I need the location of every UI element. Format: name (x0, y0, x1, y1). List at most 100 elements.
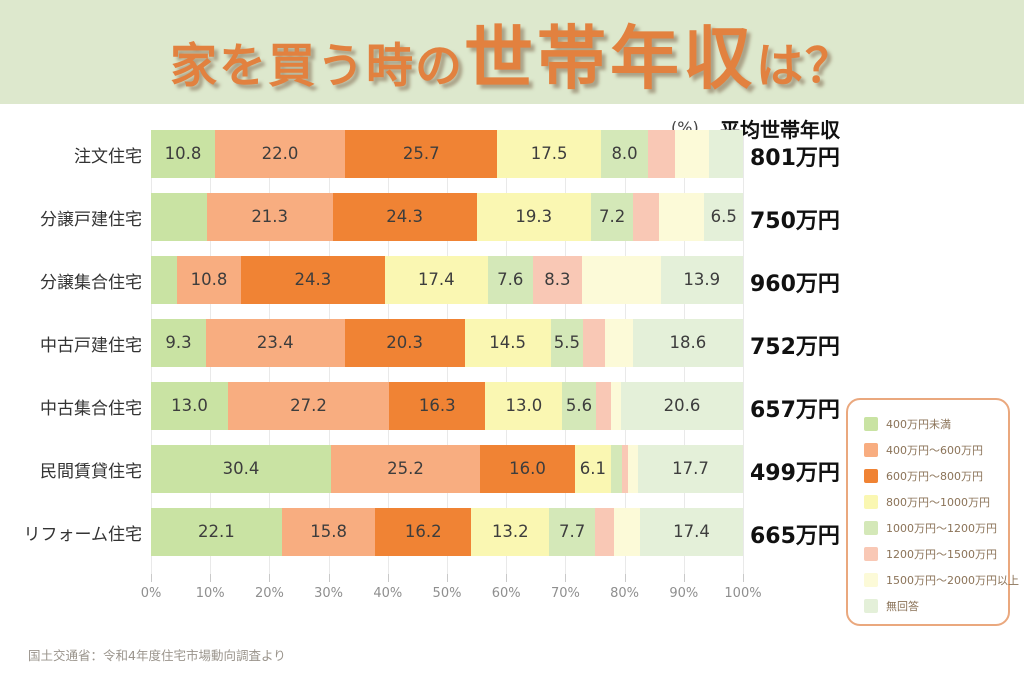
bar-segment (627, 445, 639, 493)
segment-value-label: 24.3 (386, 207, 424, 226)
bar-segment (595, 382, 611, 430)
bar-segment (581, 256, 661, 304)
axis-tick (683, 574, 685, 582)
legend-item: 800万円～1000万円 (864, 494, 998, 510)
legend-swatch (864, 547, 878, 561)
category-label: 注文住宅 (74, 147, 142, 167)
axis-tick (447, 574, 448, 582)
bar-segment (151, 193, 207, 241)
stacked-bar: 13.0 27.2 16.3 13.0 5.6 20.6 (151, 382, 743, 430)
bar-segment: 8.3 (532, 256, 582, 304)
segment-value-label: 17.7 (672, 459, 709, 478)
legend-label: 800万円～1000万円 (886, 496, 990, 509)
page-title-keyword: 世帯年収 (464, 19, 756, 99)
segment-value-label: 30.4 (222, 459, 260, 478)
axis-tick-label: 80% (610, 586, 640, 601)
axis-tick (210, 574, 212, 582)
axis-tick (743, 574, 744, 582)
avg-income-value: 752万円 (750, 335, 840, 360)
bar-segment (709, 130, 743, 178)
bar-segment: 22.1 (151, 508, 282, 556)
bar-segment: 5.6 (562, 382, 596, 430)
segment-value-label: 9.3 (165, 333, 192, 352)
category-label: 民間賃貸住宅 (40, 462, 142, 482)
segment-value-label: 27.2 (290, 396, 327, 415)
legend-label: 無回答 (886, 600, 919, 613)
segment-value-label: 15.8 (310, 522, 347, 541)
bar-segment: 24.3 (332, 193, 477, 241)
segment-value-label: 13.0 (505, 396, 543, 415)
segment-value-label: 13.2 (491, 522, 529, 541)
bar-segment (583, 319, 605, 367)
page-title: 家を買う時の世帯年収は？ (170, 2, 854, 102)
legend-label: 600万円～800万円 (886, 470, 983, 483)
bar-segment (610, 445, 623, 493)
bar-segment: 7.2 (590, 193, 634, 241)
axis-tick-label: 20% (254, 586, 284, 601)
bar-segment: 18.6 (632, 319, 743, 367)
segment-value-label: 5.5 (553, 333, 580, 352)
legend-swatch (864, 417, 878, 431)
legend-label: 400万円未満 (886, 418, 951, 431)
segment-value-label: 23.4 (256, 333, 294, 352)
page-title-lead: 家を買う時の (170, 39, 464, 94)
bar-segment: 24.3 (240, 256, 385, 304)
legend-item: 1000万円～1200万円 (864, 520, 998, 536)
segment-value-label: 14.5 (489, 333, 527, 352)
avg-income-value: 750万円 (750, 209, 840, 234)
axis-tick-label: 0% (140, 586, 162, 601)
legend-swatch (864, 443, 878, 457)
chart-area: (%) 平均世帯年収 注文住宅 10.8 22.0 25.7 17.5 8.0 801万円分… (0, 104, 1024, 683)
bar-segment: 25.7 (345, 130, 498, 178)
legend-item: 1200万円～1500万円 (864, 546, 998, 562)
segment-value-label: 24.3 (294, 270, 332, 289)
bar-segment: 13.0 (485, 382, 563, 430)
bar-segment: 7.7 (549, 508, 595, 556)
avg-income-value: 665万円 (750, 524, 840, 549)
bar-segment (594, 508, 614, 556)
bar-segment: 8.0 (600, 130, 649, 178)
bar-segment (605, 319, 633, 367)
axis-tick (328, 574, 330, 582)
axis-tick (269, 574, 271, 582)
category-label: 分譲集合住宅 (40, 273, 142, 293)
category-label: リフォーム住宅 (23, 525, 143, 545)
stacked-bar: 30.4 25.2 16.0 6.1 17.7 (151, 445, 743, 493)
stacked-bar: 22.1 15.8 16.2 13.2 7.7 17.4 (151, 508, 743, 556)
segment-value-label: 16.2 (404, 522, 442, 541)
axis-tick-label: 100% (724, 586, 762, 601)
segment-value-label: 10.8 (190, 270, 228, 289)
bar-segment: 9.3 (151, 319, 207, 367)
bar-segment: 10.8 (177, 256, 241, 304)
axis-tick-label: 60% (491, 586, 521, 601)
bar-segment: 17.4 (384, 256, 488, 304)
segment-value-label: 6.1 (579, 459, 607, 478)
bar-segment: 10.8 (151, 130, 215, 178)
avg-income-value: 801万円 (750, 146, 840, 171)
page-title-tail: は？ (756, 39, 854, 94)
avg-income-value: 657万円 (750, 398, 840, 423)
bar-segment: 20.3 (344, 319, 465, 367)
axis-tick-label: 70% (550, 586, 580, 601)
bar-segment (613, 508, 640, 556)
segment-value-label: 5.6 (565, 396, 593, 415)
axis-tick (624, 574, 626, 582)
legend: 400万円未満 400万円～600万円 600万円～800万円 800万円～1000万… (846, 398, 1019, 626)
category-label: 中古集合住宅 (40, 399, 142, 419)
bar-segment: 6.5 (704, 193, 743, 241)
bar-segment: 20.6 (621, 382, 743, 430)
bar-segment: 17.4 (639, 508, 743, 556)
stacked-bar: 21.3 24.3 19.3 7.2 6.5 (151, 193, 743, 241)
legend-label: 400万円～600万円 (886, 444, 983, 457)
legend-swatch (864, 495, 878, 509)
bar-segment: 22.0 (214, 130, 346, 178)
bar-segment: 14.5 (464, 319, 551, 367)
bar-segment: 19.3 (476, 193, 591, 241)
segment-value-label: 7.2 (599, 207, 626, 226)
axis-tick-label: 30% (314, 586, 344, 601)
bar-segment (648, 130, 676, 178)
stacked-bar: 10.8 22.0 25.7 17.5 8.0 (151, 130, 743, 178)
bar-segment (633, 193, 659, 241)
legend-label: 1000万円～1200万円 (886, 522, 997, 535)
segment-value-label: 20.6 (663, 396, 701, 415)
